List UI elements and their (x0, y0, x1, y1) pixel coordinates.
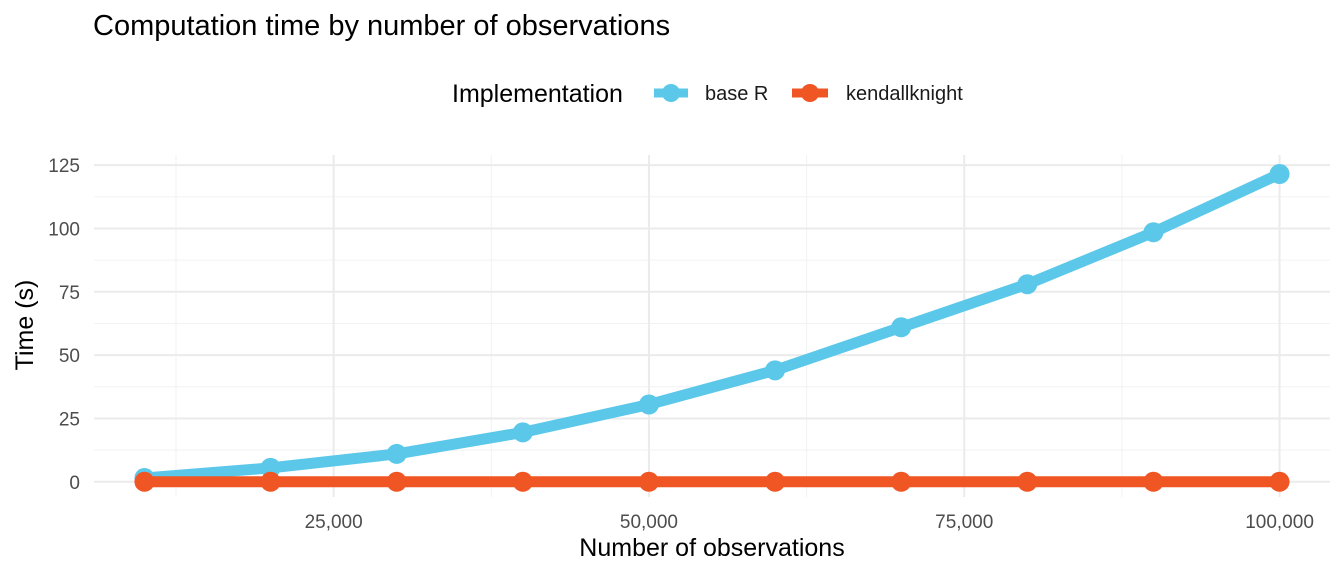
data-point-kendallknight (260, 471, 281, 492)
legend-label: kendallknight (846, 83, 963, 105)
data-point-base-r (891, 317, 912, 338)
data-point-kendallknight (512, 471, 533, 492)
data-point-kendallknight (638, 471, 659, 492)
gridlines (94, 155, 1330, 497)
x-axis-title: Number of observations (579, 534, 844, 562)
x-tick-label: 100,000 (1245, 512, 1314, 533)
y-tick-label: 50 (59, 346, 80, 367)
legend: Implementation base R kendallknight (452, 80, 963, 108)
x-axis: 25,000 50,000 75,000 100,000 (305, 512, 1314, 533)
data-point-base-r (260, 457, 281, 478)
legend-key-point (662, 84, 680, 102)
series-line-base-r (138, 168, 1286, 484)
y-tick-label: 100 (48, 219, 80, 240)
data-point-base-r (1017, 274, 1038, 295)
data-point-base-r (386, 443, 407, 464)
data-point-kendallknight (765, 471, 786, 492)
legend-label: base R (705, 83, 768, 105)
data-point-base-r (1269, 164, 1290, 184)
legend-item-kendallknight: kendallknight (792, 83, 963, 105)
data-point-base-r (1143, 222, 1164, 243)
data-point-kendallknight (1143, 471, 1164, 492)
data-point-kendallknight (386, 471, 407, 492)
legend-key-point (801, 84, 819, 102)
data-point-kendallknight (1269, 471, 1290, 492)
data-point-kendallknight (891, 471, 912, 492)
y-axis-title: Time (s) (11, 280, 39, 371)
x-tick-label: 25,000 (305, 512, 363, 533)
data-point-kendallknight (1017, 471, 1038, 492)
x-tick-label: 75,000 (935, 512, 993, 533)
data-point-base-r (765, 360, 786, 381)
data-point-base-r (638, 394, 659, 415)
data-point-kendallknight (134, 471, 155, 492)
data-point-base-r (512, 422, 533, 443)
series-kendallknight (134, 471, 1290, 492)
series-base-r (134, 164, 1290, 488)
plot-series (134, 164, 1290, 492)
y-axis: 0 25 50 75 100 125 (48, 156, 80, 494)
legend-title: Implementation (452, 80, 623, 108)
y-tick-label: 25 (59, 409, 80, 430)
chart-title: Computation time by number of observatio… (93, 10, 670, 42)
legend-item-base-r: base R (654, 83, 768, 105)
y-tick-label: 125 (48, 156, 80, 177)
y-tick-label: 75 (59, 283, 80, 304)
x-tick-label: 50,000 (620, 512, 678, 533)
y-tick-label: 0 (69, 473, 80, 494)
